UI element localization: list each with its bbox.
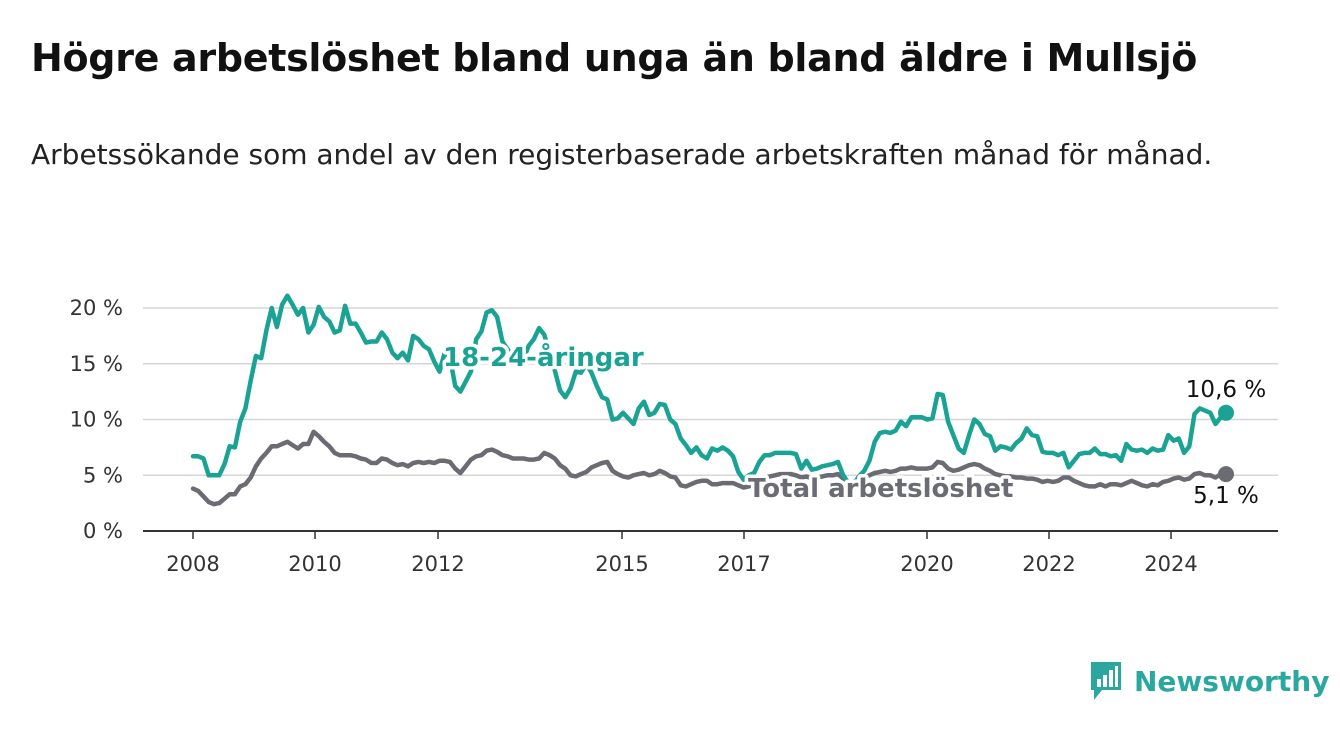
x-tick-label: 2010 bbox=[288, 552, 341, 576]
x-tick-label: 2017 bbox=[717, 552, 770, 576]
y-tick-label: 0 % bbox=[83, 519, 123, 543]
series-label-youth: 18-24-åringar bbox=[443, 341, 644, 373]
series-label-total: Total arbetslöshet bbox=[748, 474, 1013, 504]
y-tick-label: 10 % bbox=[70, 408, 123, 432]
y-tick-label: 5 % bbox=[83, 463, 123, 487]
end-label-total: 5,1 % bbox=[1193, 483, 1259, 509]
series-end-dot bbox=[1218, 404, 1234, 421]
series-end-dot bbox=[1218, 466, 1234, 483]
x-tick-label: 2020 bbox=[900, 552, 953, 576]
series-line-youth bbox=[190, 293, 1229, 487]
y-tick-label: 15 % bbox=[70, 352, 123, 376]
x-tick-label: 2022 bbox=[1022, 552, 1075, 576]
gridlines bbox=[143, 307, 1278, 476]
series-line-total bbox=[190, 429, 1229, 507]
series-label-total-halo: Total arbetslöshet bbox=[748, 474, 1013, 504]
x-tick-label: 2024 bbox=[1144, 552, 1197, 576]
brand-name: Newsworthy bbox=[1134, 664, 1330, 698]
chart-subtitle: Arbetssökande som andel av den registerb… bbox=[31, 138, 1213, 171]
y-tick-label: 20 % bbox=[70, 296, 123, 320]
x-tick-label: 2015 bbox=[595, 552, 648, 576]
y-axis-ticks: 0 % 5 % 10 % 15 % 20 % bbox=[70, 296, 123, 543]
bar-chart-speech-icon bbox=[1091, 662, 1121, 700]
series-label-youth-halo: 18-24-åringar bbox=[443, 341, 644, 373]
x-tick-label: 2008 bbox=[166, 552, 219, 576]
x-axis-ticks: 2008 2010 2012 2015 2017 2020 2022 2024 bbox=[166, 531, 1198, 576]
x-tick-label: 2012 bbox=[411, 552, 464, 576]
end-label-youth: 10,6 % bbox=[1186, 377, 1266, 403]
chart-title: Högre arbetslöshet bland unga än bland ä… bbox=[31, 36, 1198, 80]
newsworthy-logo: Newsworthy bbox=[1088, 660, 1329, 702]
series-lines bbox=[190, 293, 1234, 507]
